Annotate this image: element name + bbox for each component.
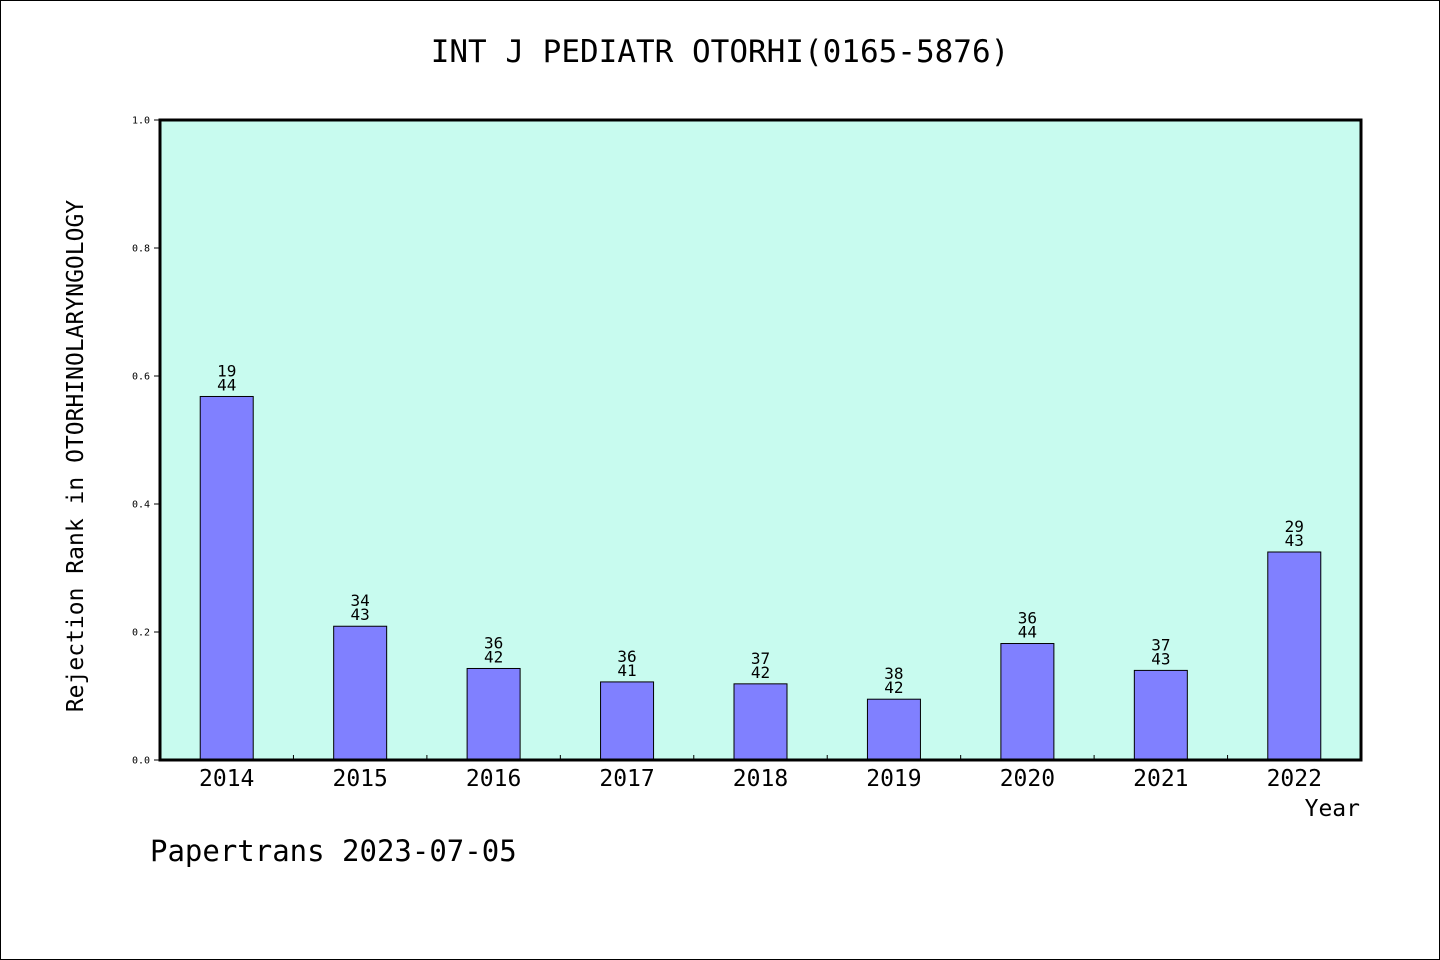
bar bbox=[333, 625, 388, 761]
x-tick-label: 2015 bbox=[332, 766, 387, 792]
bar-total-label: 43 bbox=[1285, 531, 1304, 550]
bar-rank-label: 34 bbox=[351, 591, 370, 610]
bar bbox=[199, 395, 254, 761]
bar-rank-label: 19 bbox=[217, 361, 236, 380]
x-tick-label: 2016 bbox=[466, 766, 521, 792]
y-tick-label: 0.4 bbox=[132, 500, 150, 511]
chart-title: INT J PEDIATR OTORHI(0165-5876) bbox=[430, 34, 1010, 70]
bar-rank-label: 36 bbox=[484, 633, 503, 652]
y-tick-label: 0.6 bbox=[132, 372, 150, 383]
bar-rank-label: 36 bbox=[617, 647, 636, 666]
y-tick-label: 0.0 bbox=[132, 756, 150, 767]
bar-total-label: 44 bbox=[1018, 623, 1037, 642]
bar-total-label: 43 bbox=[351, 605, 370, 624]
bar bbox=[1000, 643, 1055, 761]
bar bbox=[1133, 669, 1188, 761]
bar-rank-label: 37 bbox=[1151, 635, 1170, 654]
x-tick-label: 2018 bbox=[733, 766, 788, 792]
plot-border bbox=[158, 118, 1363, 762]
y-tick-label: 0.8 bbox=[132, 244, 150, 255]
x-axis-label: Year bbox=[1304, 796, 1360, 822]
bar bbox=[466, 667, 521, 761]
x-tick-label: 2020 bbox=[1000, 766, 1055, 792]
y-tick-label: 1.0 bbox=[132, 116, 150, 127]
bar bbox=[866, 698, 921, 761]
bar-rank-label: 36 bbox=[1018, 609, 1037, 628]
bar bbox=[1267, 551, 1322, 761]
footer-stamp: Papertrans 2023-07-05 bbox=[150, 834, 517, 868]
x-tick-label: 2014 bbox=[199, 766, 254, 792]
bar bbox=[733, 683, 788, 761]
bar-total-label: 42 bbox=[484, 647, 503, 666]
bar-total-label: 42 bbox=[751, 663, 770, 682]
bar bbox=[600, 681, 655, 761]
bar-rank-label: 37 bbox=[751, 649, 770, 668]
x-tick-label: 2017 bbox=[599, 766, 654, 792]
x-tick-label: 2021 bbox=[1133, 766, 1188, 792]
bar-rank-label: 29 bbox=[1285, 517, 1304, 536]
bar-total-label: 42 bbox=[884, 678, 903, 697]
y-tick-label: 0.2 bbox=[132, 628, 150, 639]
bar-rank-label: 38 bbox=[884, 664, 903, 683]
x-tick-label: 2022 bbox=[1267, 766, 1322, 792]
x-tick-label: 2019 bbox=[866, 766, 921, 792]
bar-total-label: 43 bbox=[1151, 649, 1170, 668]
bar-total-label: 41 bbox=[617, 661, 636, 680]
bar-total-label: 44 bbox=[217, 375, 236, 394]
